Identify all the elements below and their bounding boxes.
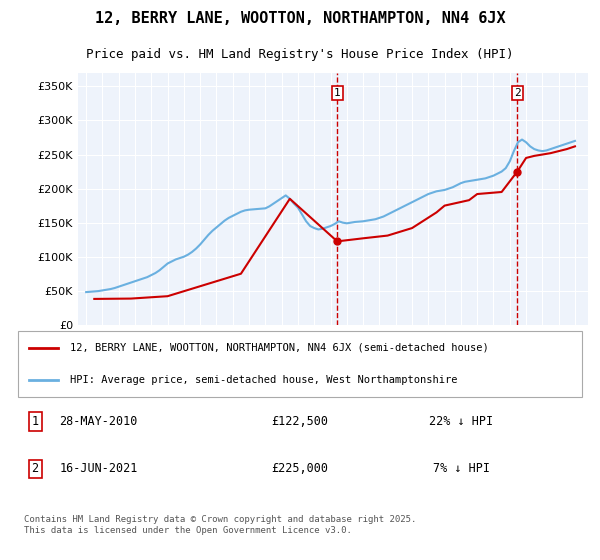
Text: 22% ↓ HPI: 22% ↓ HPI [429,415,493,428]
Text: 16-JUN-2021: 16-JUN-2021 [59,463,137,475]
Text: £225,000: £225,000 [271,463,329,475]
Text: Contains HM Land Registry data © Crown copyright and database right 2025.
This d: Contains HM Land Registry data © Crown c… [23,515,416,535]
Text: 12, BERRY LANE, WOOTTON, NORTHAMPTON, NN4 6JX: 12, BERRY LANE, WOOTTON, NORTHAMPTON, NN… [95,11,505,26]
Text: 1: 1 [334,88,341,98]
Text: £122,500: £122,500 [271,415,329,428]
Text: 12, BERRY LANE, WOOTTON, NORTHAMPTON, NN4 6JX (semi-detached house): 12, BERRY LANE, WOOTTON, NORTHAMPTON, NN… [70,343,488,353]
Text: 2: 2 [31,463,38,475]
Text: 1: 1 [31,415,38,428]
Text: Price paid vs. HM Land Registry's House Price Index (HPI): Price paid vs. HM Land Registry's House … [86,48,514,61]
Text: 2: 2 [514,88,521,98]
Text: 7% ↓ HPI: 7% ↓ HPI [433,463,490,475]
FancyBboxPatch shape [18,332,582,396]
Text: 28-MAY-2010: 28-MAY-2010 [59,415,137,428]
Text: HPI: Average price, semi-detached house, West Northamptonshire: HPI: Average price, semi-detached house,… [70,375,457,385]
